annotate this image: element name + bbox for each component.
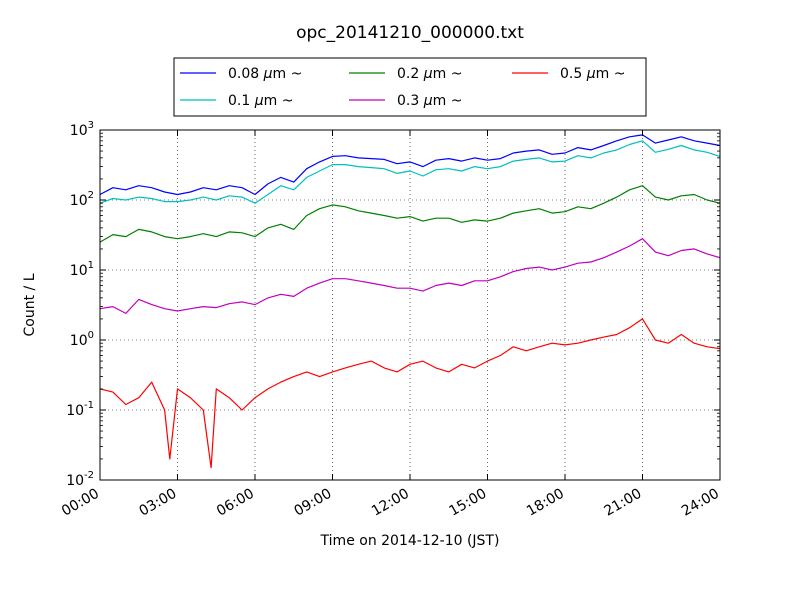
y-tick-label: 101 [70,260,94,279]
chart-title: opc_20141210_000000.txt [296,23,524,43]
legend-label-1: 0.1 μm ~ [228,93,293,109]
plot-frame [99,129,721,481]
series-line-4 [99,318,721,469]
plot-area [100,130,720,480]
y-tick-label: 100 [70,330,94,349]
y-tick-label: 102 [70,190,94,209]
y-tick-label: 10-1 [66,400,94,419]
y-tick-label: 103 [70,120,94,139]
legend-label-0: 0.08 μm ~ [228,66,302,82]
legend-label-2: 0.2 μm ~ [397,66,462,82]
legend-label-4: 0.5 μm ~ [560,66,625,82]
legend: 0.08 μm ~ 0.1 μm ~ 0.2 μm ~ 0.3 μm ~ 0.5 μm … [173,57,647,117]
legend-box [173,57,647,117]
y-axis-label: Count / L [22,273,38,336]
series-line-2 [99,185,721,243]
series-line-1 [99,140,721,204]
series-lines [99,134,721,469]
grid-lines [100,130,720,480]
x-axis-label: Time on 2014-12-10 (JST) [320,533,500,549]
series-line-3 [99,238,721,314]
y-tick-label: 10-2 [66,470,94,489]
legend-label-3: 0.3 μm ~ [397,93,462,109]
series-line-0 [99,134,721,196]
y-tick-labels: 10-2 10-1 100 101 102 103 [66,120,94,489]
